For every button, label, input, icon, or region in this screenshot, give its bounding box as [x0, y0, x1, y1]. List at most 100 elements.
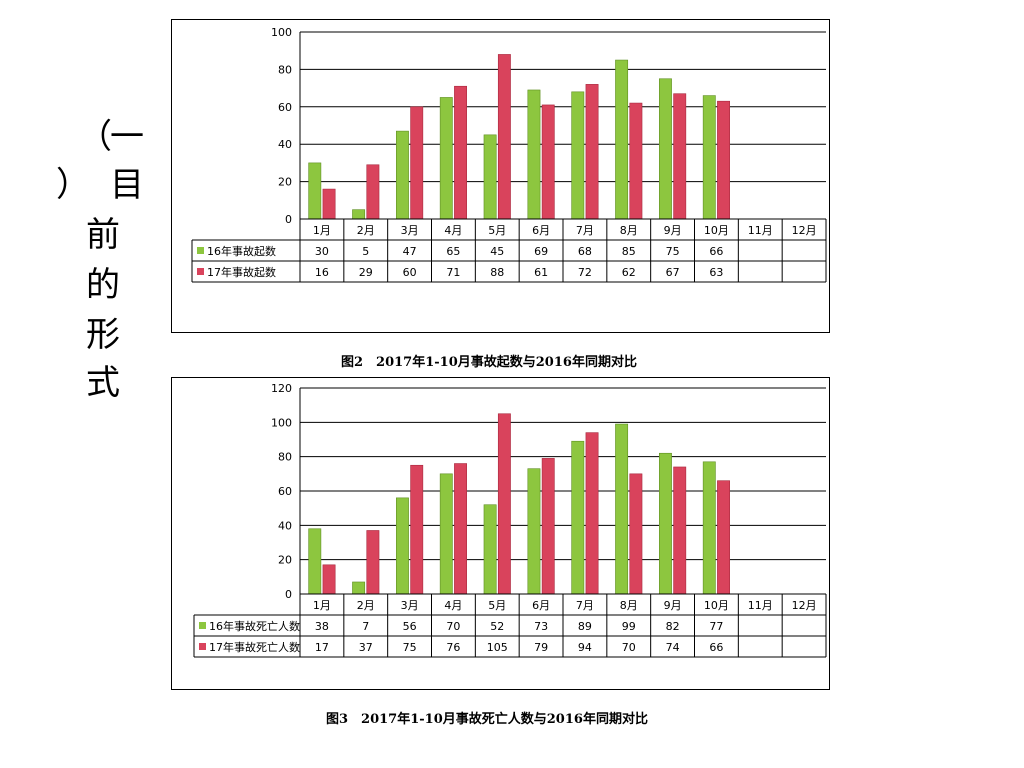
category-label: 12月 [792, 224, 817, 237]
y-tick-label: 60 [278, 485, 292, 498]
bar-2016 [659, 452, 672, 595]
data-value: 94 [578, 641, 592, 654]
data-value: 71 [446, 266, 460, 279]
title-char: ） [56, 165, 90, 205]
category-label: 9月 [664, 599, 682, 612]
bar-2016 [702, 95, 716, 220]
category-label: 4月 [444, 224, 462, 237]
data-value: 75 [666, 245, 680, 258]
data-value: 63 [709, 266, 723, 279]
chart-death-count-svg: 0 20 40 60 80 100 120 1月 2月 3月 4月 5月 6月 7月 8月 9月 10月 11月 1… [193, 382, 827, 658]
data-value: 74 [666, 641, 680, 654]
bar-2016 [615, 59, 629, 220]
y-tick-label: 20 [278, 554, 292, 567]
bar-2017 [410, 106, 424, 220]
legend-swatch-2017 [199, 643, 206, 650]
bar-2017 [541, 458, 555, 595]
y-tick-label: 0 [285, 213, 292, 226]
y-tick-label: 40 [278, 138, 292, 151]
category-label: 2月 [357, 224, 375, 237]
data-value: 7 [362, 620, 369, 633]
title-char: 式 [86, 363, 120, 403]
data-value: 89 [578, 620, 592, 633]
category-label: 9月 [664, 224, 682, 237]
bar-2017 [454, 463, 467, 595]
bar-2017 [717, 480, 730, 595]
title-char: （ [78, 117, 112, 157]
category-label: 7月 [576, 224, 594, 237]
bar-2017 [366, 164, 380, 220]
bar-2017 [322, 188, 336, 220]
data-value: 30 [315, 245, 329, 258]
data-value: 82 [666, 620, 680, 633]
category-label: 1月 [313, 599, 331, 612]
data-value: 85 [622, 245, 636, 258]
category-label: 8月 [620, 224, 638, 237]
data-value: 69 [534, 245, 548, 258]
category-label: 2月 [357, 599, 375, 612]
y-tick-label: 20 [278, 176, 292, 189]
data-value: 47 [403, 245, 417, 258]
data-value: 105 [487, 641, 508, 654]
data-value: 45 [490, 245, 504, 258]
bar-2017 [585, 432, 599, 595]
category-label: 6月 [532, 599, 550, 612]
data-value: 70 [446, 620, 460, 633]
data-value: 88 [490, 266, 504, 279]
category-label: 10月 [704, 599, 729, 612]
bar-2017 [410, 464, 424, 595]
data-value: 5 [362, 245, 369, 258]
data-value: 68 [578, 245, 592, 258]
title-char: 前 [86, 215, 120, 255]
category-label: 1月 [313, 224, 331, 237]
bar-2016 [396, 497, 409, 595]
bar-2016 [571, 91, 585, 220]
data-value: 99 [622, 620, 636, 633]
data-value: 65 [446, 245, 460, 258]
title-char: 形 [86, 315, 120, 355]
bar-2016 [527, 89, 541, 220]
bar-2017 [629, 473, 643, 595]
data-value: 70 [622, 641, 636, 654]
data-value: 38 [315, 620, 329, 633]
legend-swatch-2016 [197, 247, 204, 254]
series-label: 16年事故死亡人数 [209, 619, 300, 633]
bar-2016 [483, 504, 497, 595]
series-label: 17年事故起数 [207, 265, 276, 279]
bar-2016 [439, 473, 453, 595]
category-label: 3月 [401, 599, 419, 612]
bar-2016 [396, 130, 409, 220]
legend-swatch-2016 [199, 622, 206, 629]
category-label: 11月 [748, 599, 773, 612]
category-label: 11月 [748, 224, 773, 237]
y-tick-label: 40 [278, 519, 292, 532]
bar-2017 [585, 84, 599, 220]
data-value: 77 [709, 620, 723, 633]
data-value: 75 [403, 641, 417, 654]
title-char: 的 [86, 265, 120, 305]
y-tick-label: 0 [285, 588, 292, 601]
category-label: 7月 [576, 599, 594, 612]
bar-2016 [308, 528, 322, 595]
data-value: 76 [446, 641, 460, 654]
category-label: 8月 [620, 599, 638, 612]
chart-accident-count-caption: 图2 2017年1-10月事故起数与2016年同期对比 [341, 355, 637, 370]
bar-2017 [497, 413, 511, 595]
bar-2016 [571, 440, 585, 595]
bar-2016 [659, 78, 672, 220]
data-value: 72 [578, 266, 592, 279]
bar-2017 [497, 54, 511, 220]
chart-accident-count: 0 20 40 60 80 100 1月 2月 3月 4月 5月 6月 7月 8月 9月 10月 11月 12月 1… [171, 19, 830, 333]
title-char: 一 [110, 117, 144, 157]
bar-2016 [702, 461, 716, 595]
category-label: 6月 [532, 224, 550, 237]
y-tick-label: 100 [271, 26, 292, 39]
series-label: 16年事故起数 [207, 244, 276, 258]
data-value: 62 [622, 266, 636, 279]
data-value: 67 [666, 266, 680, 279]
data-value: 66 [709, 641, 723, 654]
data-value: 56 [403, 620, 417, 633]
bar-2016 [439, 97, 453, 220]
bar-2016 [352, 209, 366, 220]
bar-2016 [527, 468, 541, 595]
